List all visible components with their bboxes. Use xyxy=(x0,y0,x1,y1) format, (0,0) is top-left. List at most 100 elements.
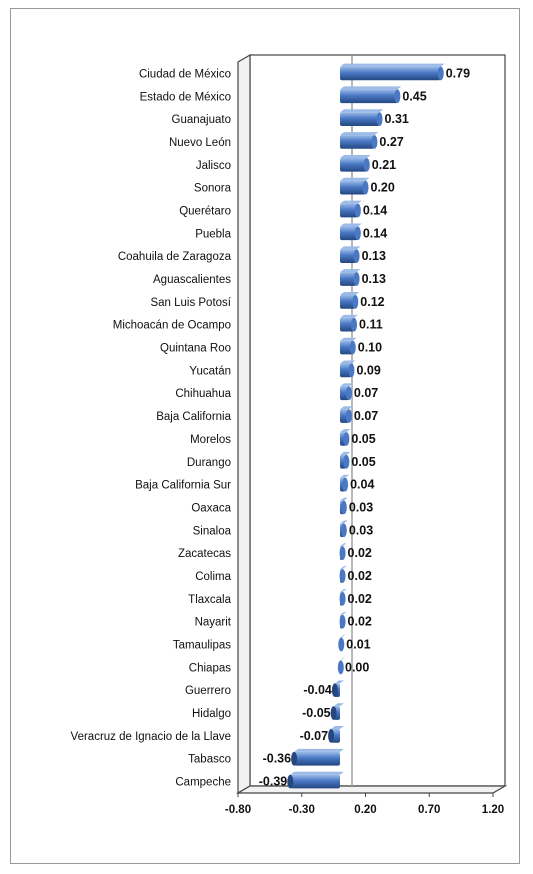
tick-label: 0.20 xyxy=(354,804,376,816)
bar-top xyxy=(333,703,344,707)
bar-top xyxy=(340,86,402,90)
bar xyxy=(340,63,445,81)
bar-top xyxy=(340,383,353,387)
value-label: 0.20 xyxy=(371,181,395,195)
bar-top xyxy=(340,132,379,136)
value-label: 0.09 xyxy=(356,363,380,377)
bar xyxy=(340,314,359,332)
value-label: 0.11 xyxy=(359,318,383,332)
bar-body xyxy=(340,157,367,172)
bar xyxy=(340,269,361,286)
bar xyxy=(339,566,347,583)
bar-end-cap xyxy=(338,637,345,652)
category-label: Durango xyxy=(187,457,231,469)
bar-body xyxy=(340,363,352,378)
bar-top xyxy=(340,360,356,364)
category-label: Campeche xyxy=(175,777,231,789)
bar xyxy=(340,132,379,149)
bar xyxy=(337,657,345,675)
bar xyxy=(291,748,344,766)
bar xyxy=(339,611,347,629)
bar-top xyxy=(340,611,347,615)
tick-label: -0.30 xyxy=(289,804,315,816)
value-labels: 0.79 0.45 0.31 0.27 0.21 0.20 0.14 0.14 0.13 0.13… xyxy=(259,66,470,788)
bar xyxy=(340,429,351,446)
bar-end-cap xyxy=(287,774,294,789)
bar-end-cap xyxy=(342,477,349,492)
value-label: 0.13 xyxy=(362,249,386,263)
bar xyxy=(340,154,371,172)
category-label: Chiapas xyxy=(189,662,231,674)
category-label: Baja California Sur xyxy=(135,480,231,492)
value-label: -0.39 xyxy=(259,775,288,789)
value-label: 0.03 xyxy=(349,500,373,514)
value-label: 0.00 xyxy=(345,660,369,674)
category-labels: Ciudad de México Estado de México Guanajua… xyxy=(71,68,232,788)
bar-end-cap xyxy=(394,89,401,104)
bar xyxy=(340,337,357,355)
bar-end-cap xyxy=(362,180,369,195)
bar xyxy=(287,771,344,789)
value-label: 0.02 xyxy=(348,569,372,583)
bar-end-cap xyxy=(363,157,370,172)
category-label: Aguascalientes xyxy=(153,274,231,286)
bar-body xyxy=(340,135,375,149)
value-label: 0.14 xyxy=(363,226,387,240)
category-label: Estado de México xyxy=(140,91,231,103)
value-label: 0.21 xyxy=(372,158,396,172)
bar xyxy=(340,292,360,309)
bar-body xyxy=(340,203,358,218)
value-label: 0.05 xyxy=(351,455,375,469)
bar-top xyxy=(340,543,347,547)
bar xyxy=(340,223,362,241)
bar-top xyxy=(294,748,344,752)
category-label: Sonora xyxy=(194,183,232,195)
bar-top xyxy=(340,154,371,158)
category-label: Zacatecas xyxy=(178,548,231,560)
bar-end-cap xyxy=(349,340,356,355)
value-label: 0.14 xyxy=(363,203,387,217)
bar-top xyxy=(334,680,344,684)
bar-top xyxy=(340,269,361,273)
bar-top xyxy=(340,588,347,592)
category-label: San Luis Potosí xyxy=(150,297,231,309)
bar-end-cap xyxy=(339,569,346,583)
bar-top xyxy=(340,634,346,638)
category-label: Colima xyxy=(195,571,231,583)
bar-top xyxy=(340,474,350,478)
bars-group xyxy=(287,63,445,789)
value-label: 0.07 xyxy=(354,409,378,423)
bar xyxy=(339,588,347,606)
bar-top xyxy=(340,109,384,113)
value-label: 0.12 xyxy=(360,295,384,309)
bar xyxy=(340,177,370,195)
bar-top xyxy=(340,200,362,204)
value-label: 0.79 xyxy=(446,66,470,80)
value-label: 0.45 xyxy=(402,89,426,103)
bar-top xyxy=(340,177,370,181)
bar-end-cap xyxy=(330,706,337,720)
bar-end-cap xyxy=(352,295,359,309)
bar xyxy=(328,726,344,743)
bar-end-cap xyxy=(328,729,335,743)
category-label: Tabasco xyxy=(188,754,231,766)
bar xyxy=(330,703,344,720)
bar-end-cap xyxy=(339,591,346,606)
bar-end-cap xyxy=(353,249,360,264)
plot-left-side xyxy=(237,53,251,795)
bar-top xyxy=(340,520,348,524)
tick-label: -0.80 xyxy=(225,804,251,816)
bar-body xyxy=(340,317,355,332)
value-label: 0.02 xyxy=(348,546,372,560)
bar xyxy=(340,383,353,401)
bar-top xyxy=(340,406,353,410)
bar-end-cap xyxy=(291,751,298,766)
bar xyxy=(331,680,344,698)
bar xyxy=(340,246,361,264)
bar xyxy=(338,634,346,652)
value-label: 0.02 xyxy=(348,615,372,629)
bar-end-cap xyxy=(339,614,346,629)
plot-back-wall xyxy=(249,54,506,787)
value-label: 0.02 xyxy=(348,592,372,606)
value-label: 0.01 xyxy=(346,638,370,652)
